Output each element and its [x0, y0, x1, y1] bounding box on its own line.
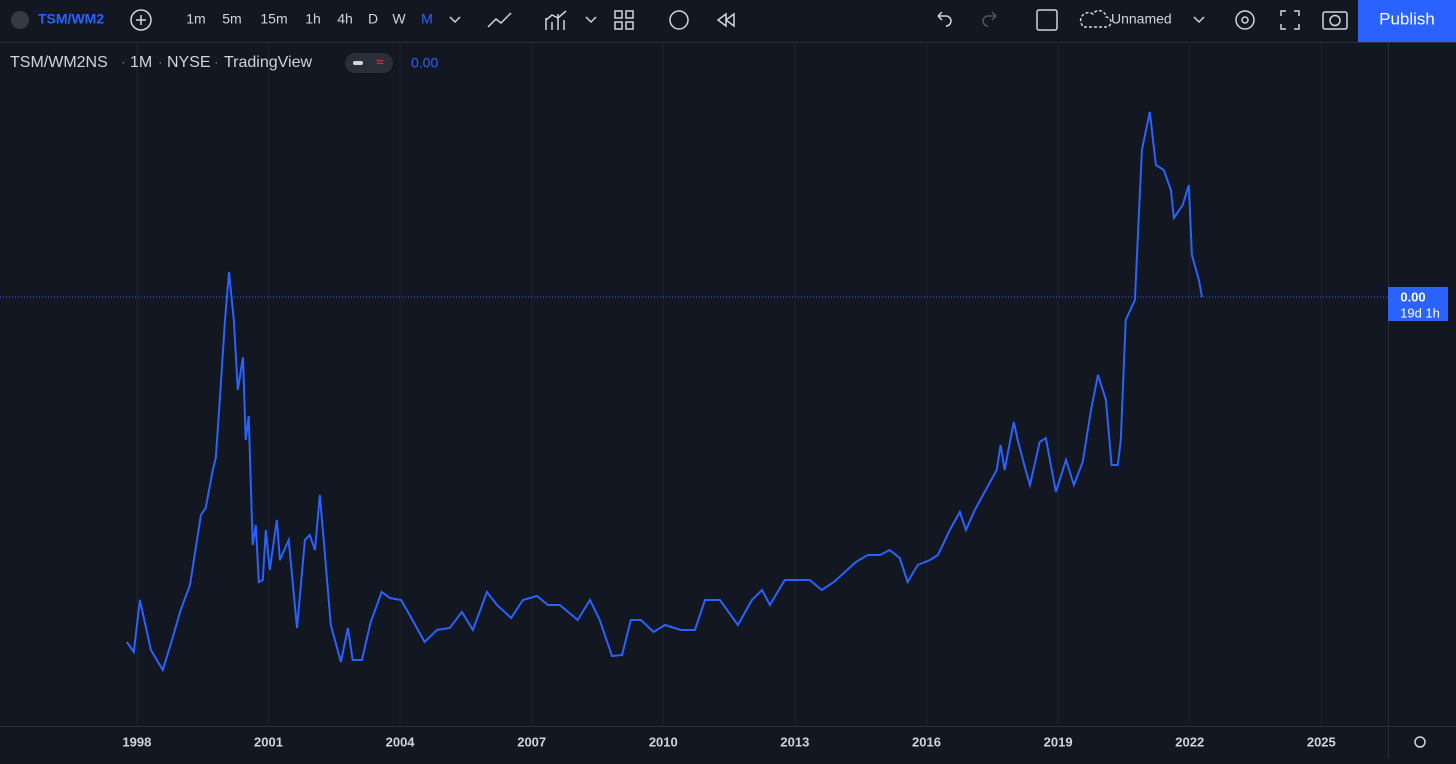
- settings-button[interactable]: [1235, 10, 1255, 30]
- fullscreen-button[interactable]: [1280, 10, 1300, 30]
- interval-button[interactable]: M: [421, 11, 433, 27]
- x-tick-label: 2013: [780, 734, 809, 749]
- interval-button[interactable]: 1h: [305, 11, 321, 27]
- x-tick-label: 2016: [912, 734, 941, 749]
- x-tick-label: 2004: [386, 734, 416, 749]
- price-label: 0.00: [1400, 289, 1425, 304]
- publish-button[interactable]: [1358, 0, 1456, 42]
- x-tick-label: 2007: [517, 734, 546, 749]
- layout-dropdown[interactable]: [1193, 16, 1205, 24]
- countdown-label: 19d 1h: [1400, 305, 1440, 320]
- legend-exchange: NYSE: [167, 54, 211, 71]
- x-tick-label: 2001: [254, 734, 283, 749]
- interval-button[interactable]: W: [392, 11, 406, 27]
- interval-button[interactable]: 1m: [186, 11, 205, 27]
- settings-icon: [1241, 16, 1249, 24]
- x-tick-label: 2025: [1307, 734, 1336, 749]
- chart-type-button[interactable]: [487, 12, 512, 28]
- legend-source: TradingView: [224, 54, 312, 71]
- camera-icon: [1329, 14, 1341, 27]
- interval-button[interactable]: 15m: [260, 11, 287, 27]
- axis-settings-button[interactable]: [1414, 736, 1426, 748]
- interval-button[interactable]: D: [368, 11, 378, 27]
- layout-button[interactable]: [614, 10, 623, 19]
- interval-button[interactable]: 4h: [337, 11, 353, 27]
- separator: ·: [214, 54, 219, 70]
- publish-label: Publish: [1379, 9, 1435, 28]
- interval-button[interactable]: 5m: [222, 11, 241, 27]
- legend-interval: 1M: [130, 54, 152, 71]
- layout-name[interactable]: Unnamed: [1111, 11, 1172, 27]
- price-label-box: [1388, 287, 1448, 321]
- legend-symbol: TSM/WM2NS: [10, 54, 108, 71]
- cloud-icon: [1079, 9, 1112, 28]
- price-line: [125, 111, 1203, 673]
- approx-icon: ≈: [376, 54, 384, 70]
- alert-button[interactable]: [669, 10, 689, 30]
- x-tick-label: 2019: [1044, 734, 1073, 749]
- x-tick-label: 2010: [649, 734, 678, 749]
- separator: ·: [158, 54, 163, 70]
- separator: ·: [121, 54, 126, 70]
- redo-button[interactable]: [982, 11, 997, 27]
- indicators-button[interactable]: [545, 10, 567, 30]
- screenshot-button[interactable]: [1322, 11, 1348, 30]
- layout-icon: [614, 21, 623, 30]
- layout-icon: [625, 10, 634, 19]
- x-tick-label: 1998: [122, 734, 151, 749]
- replay-button[interactable]: [716, 12, 735, 28]
- symbol-icon: [11, 11, 29, 29]
- legend-value: 0.00: [411, 55, 438, 71]
- indicators-dropdown[interactable]: [585, 16, 597, 24]
- legend-toggle[interactable]: [345, 53, 393, 73]
- interval-dropdown[interactable]: [449, 16, 461, 24]
- compare-button[interactable]: [130, 9, 152, 31]
- undo-button[interactable]: [937, 11, 952, 27]
- symbol-button[interactable]: TSM/WM2: [38, 11, 104, 27]
- x-tick-label: 2022: [1175, 734, 1204, 749]
- fullscreen-select-button[interactable]: [1036, 9, 1058, 31]
- eye-icon: [353, 61, 363, 65]
- layout-icon: [625, 21, 634, 30]
- plus-icon: [136, 15, 146, 25]
